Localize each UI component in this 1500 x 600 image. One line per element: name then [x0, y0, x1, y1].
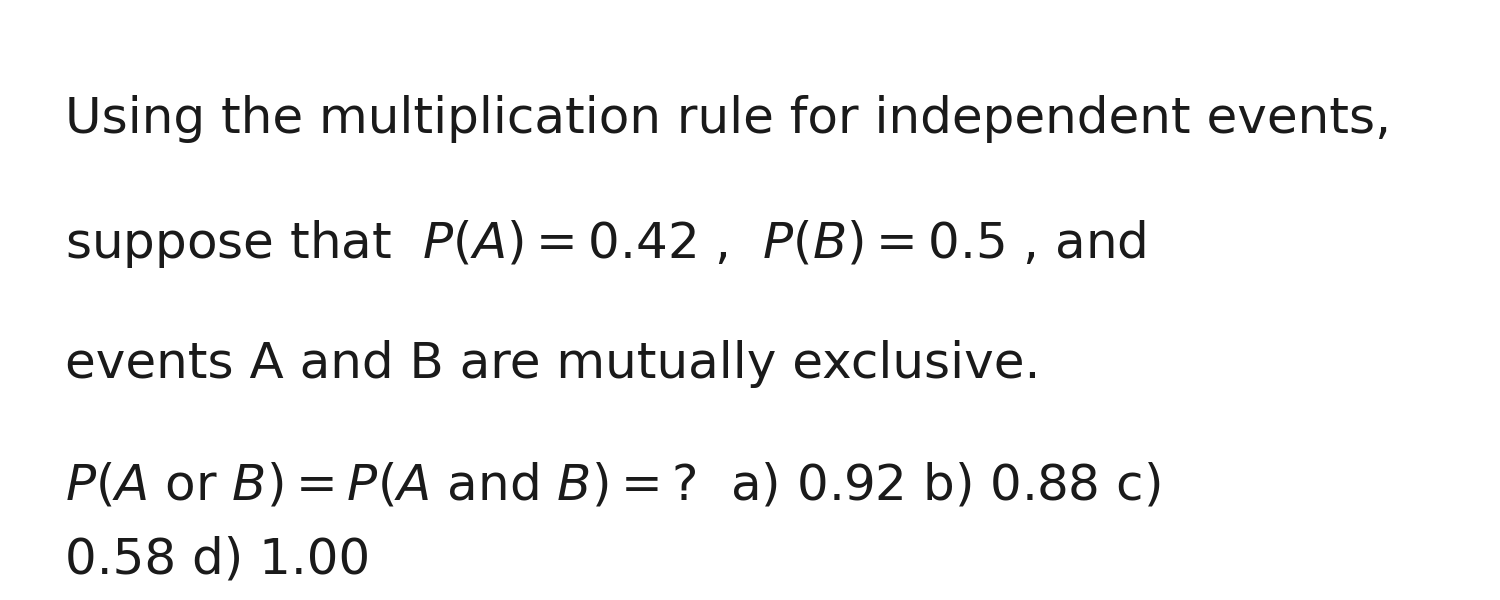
Text: Using the multiplication rule for independent events,: Using the multiplication rule for indepe… [64, 95, 1390, 143]
Text: events A and B are mutually exclusive.: events A and B are mutually exclusive. [64, 340, 1041, 388]
Text: $P(A$ or $B) = P(A$ and $B) =?$  a) 0.92 b) 0.88 c): $P(A$ or $B) = P(A$ and $B) =?$ a) 0.92 … [64, 462, 1161, 510]
Text: 0.58 d) 1.00: 0.58 d) 1.00 [64, 535, 370, 583]
Text: suppose that  $P(A) = 0.42$ ,  $P(B) = 0.5$ , and: suppose that $P(A) = 0.42$ , $P(B) = 0.5… [64, 218, 1146, 270]
